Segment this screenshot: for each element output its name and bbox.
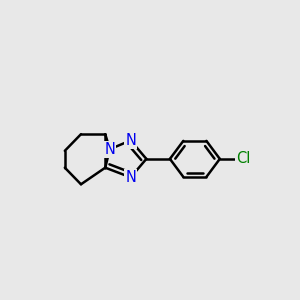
Text: N: N bbox=[125, 133, 136, 148]
Text: Cl: Cl bbox=[236, 152, 250, 166]
Text: N: N bbox=[125, 170, 136, 185]
Text: N: N bbox=[104, 142, 115, 157]
